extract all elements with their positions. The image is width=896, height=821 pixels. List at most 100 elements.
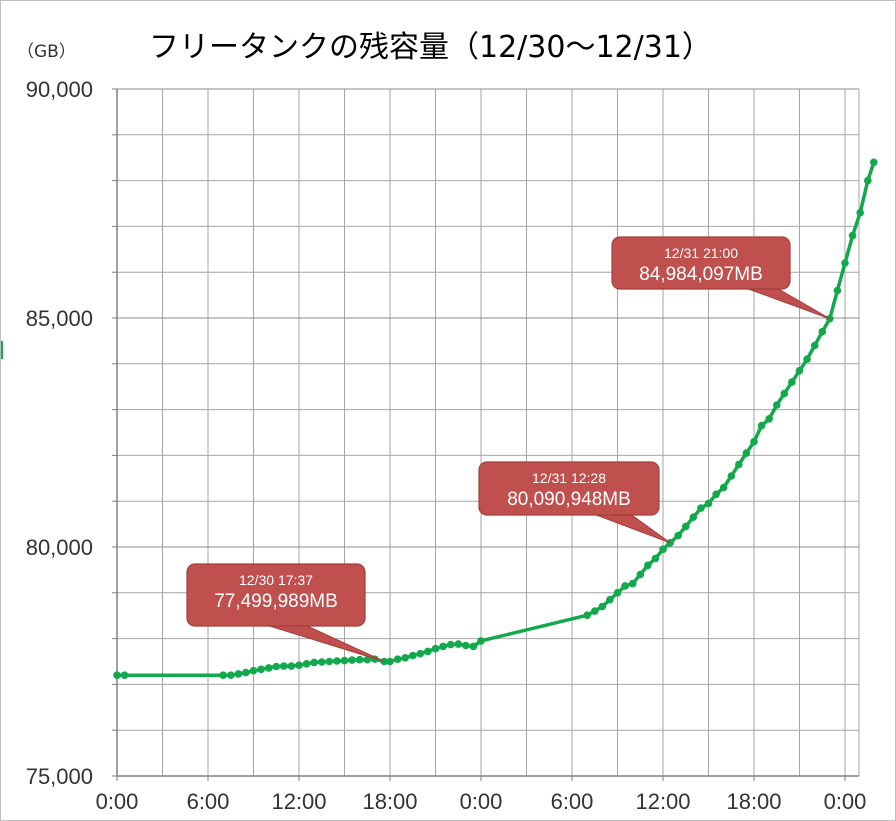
data-point: [386, 657, 394, 666]
data-point: [280, 662, 288, 670]
y-tick-label: 80,000: [26, 535, 93, 560]
data-point: [431, 644, 440, 653]
data-point: [409, 651, 417, 660]
callout-pointer: [262, 623, 385, 662]
data-point: [242, 668, 250, 677]
data-point: [318, 658, 326, 666]
x-tick-label: 18:00: [362, 789, 417, 814]
data-point: [227, 671, 235, 679]
annotation-callout: 12/30 17:37 77,499,989MB: [186, 563, 385, 662]
x-tick-label: 12:00: [635, 789, 690, 814]
data-point: [659, 545, 667, 554]
data-point: [795, 366, 804, 375]
callout-value: 80,090,948MB: [507, 489, 631, 510]
data-point: [295, 661, 303, 669]
data-point: [401, 654, 410, 662]
annotation-callout: 12/31 12:28 80,090,948MB: [478, 461, 671, 544]
y-tick-label: 75,000: [26, 764, 93, 789]
data-point: [333, 657, 341, 665]
callout-pointer: [742, 286, 831, 320]
data-point: [439, 642, 447, 651]
x-tick-label: 0:00: [96, 789, 139, 814]
data-point: [773, 401, 781, 409]
y-tick-label: 90,000: [26, 77, 93, 102]
callout-timestamp: 12/30 17:37: [239, 572, 313, 588]
data-point: [462, 641, 470, 650]
series-line: [113, 158, 878, 679]
data-point: [735, 460, 743, 469]
data-point: [340, 656, 349, 665]
data-point: [583, 611, 591, 619]
data-point: [454, 640, 463, 648]
y-axis-unit-label: （GB）: [17, 42, 76, 62]
callout-timestamp: 12/31 12:28: [532, 470, 606, 486]
data-point: [287, 662, 296, 670]
y-tick-label: 85,000: [26, 306, 93, 331]
data-point: [636, 570, 645, 579]
data-point: [310, 658, 319, 667]
callout-pointer: [590, 512, 671, 544]
x-tick-label: 6:00: [187, 789, 230, 814]
callout-box: [186, 563, 366, 627]
data-point: [651, 554, 660, 563]
data-point: [628, 579, 637, 588]
data-point: [113, 671, 121, 679]
x-tick-label: 0:00: [460, 789, 503, 814]
data-point: [613, 589, 622, 597]
data-point: [674, 531, 682, 540]
data-point: [818, 327, 827, 336]
x-tick-label: 18:00: [726, 789, 781, 814]
callout-value: 77,499,989MB: [214, 591, 338, 612]
data-point: [841, 259, 849, 267]
data-point: [302, 660, 311, 668]
data-point: [870, 158, 878, 167]
callout-timestamp: 12/31 21:00: [664, 245, 738, 261]
data-point: [348, 656, 356, 664]
data-point: [416, 649, 425, 658]
data-point: [591, 607, 599, 615]
data-point: [264, 664, 273, 672]
data-point: [750, 437, 758, 446]
x-tick-label: 0:00: [824, 789, 867, 814]
data-point: [704, 499, 713, 508]
data-point: [469, 642, 478, 651]
data-point: [219, 671, 227, 679]
data-point: [120, 671, 129, 679]
data-point: [719, 483, 728, 492]
data-point: [682, 522, 690, 531]
data-point: [833, 286, 842, 295]
data-point: [621, 582, 629, 590]
data-point: [644, 561, 652, 570]
data-point: [727, 472, 736, 480]
data-point: [788, 378, 796, 386]
data-point: [393, 655, 402, 663]
data-point: [355, 655, 364, 664]
callout-box: [478, 461, 660, 516]
data-point: [757, 421, 766, 430]
callout-value: 84,984,097MB: [639, 264, 763, 285]
data-point: [864, 176, 872, 185]
annotation-callout: 12/31 21:00 84,984,097MB: [611, 236, 831, 320]
data-point: [848, 231, 857, 240]
data-point: [272, 662, 281, 671]
data-point: [712, 490, 720, 499]
data-point: [803, 355, 811, 364]
chart-title: フリータンクの残容量（12/30～12/31）: [149, 30, 712, 65]
annotations: 12/30 17:37 77,499,989MB 12/31 12:28 80,090…: [186, 236, 831, 662]
data-point: [234, 670, 243, 678]
data-point: [257, 665, 265, 674]
x-tick-label: 12:00: [271, 789, 326, 814]
series-path: [117, 161, 876, 677]
data-point: [780, 389, 789, 398]
data-point: [810, 341, 819, 350]
data-point: [856, 208, 864, 217]
x-tick-label: 6:00: [551, 789, 594, 814]
data-point: [446, 640, 455, 649]
data-point: [598, 602, 607, 611]
data-point: [697, 504, 705, 512]
data-point: [765, 415, 773, 423]
data-point: [689, 513, 698, 521]
